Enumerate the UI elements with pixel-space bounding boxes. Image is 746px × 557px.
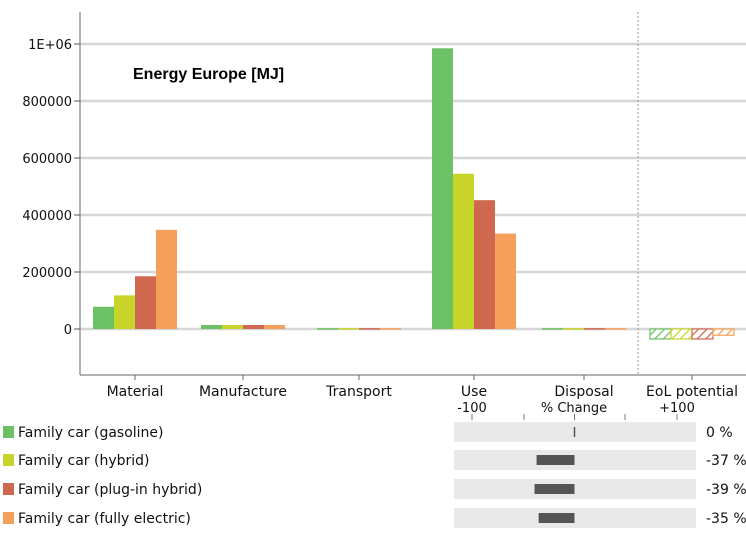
bar-transport-series-1	[338, 328, 359, 330]
bar-transport-series-2	[359, 328, 380, 330]
legend-label: Family car (fully electric)	[18, 511, 191, 527]
bar-material-series-0	[93, 306, 114, 329]
legend-label: Family car (gasoline)	[18, 425, 164, 441]
bar-use-series-1	[453, 173, 474, 329]
legend-swatch	[3, 454, 14, 466]
bar-disposal-series-0	[542, 328, 563, 330]
bar-eol-potential-series-1	[670, 328, 693, 340]
y-tick-label: 800000	[22, 95, 72, 110]
bars	[93, 48, 735, 340]
bar-use-series-3	[495, 233, 516, 329]
bar-manufacture-series-2	[243, 325, 264, 329]
category-label: Use	[461, 384, 487, 400]
change-bar	[538, 513, 575, 523]
change-min-label: -100	[457, 401, 487, 416]
change-value-label: 0 %	[706, 425, 733, 441]
change-row-background	[454, 508, 696, 528]
category-label: Transport	[325, 384, 392, 400]
bar-disposal-series-1	[563, 328, 584, 330]
bar-disposal-series-2	[584, 328, 605, 330]
bar-eol-potential-series-2	[691, 328, 714, 340]
category-labels: Material Manufacture Transport Use Disposal E…	[107, 375, 738, 400]
change-row-background	[454, 450, 696, 470]
bar-eol-potential-series-3	[712, 328, 735, 336]
change-value-label: -37 %	[706, 453, 746, 469]
bar-disposal-series-3	[605, 328, 626, 330]
bar-eol-potential-series-0	[649, 328, 672, 340]
legend-swatch	[3, 483, 14, 495]
category-label: Manufacture	[199, 384, 287, 400]
y-tick-label: 400000	[22, 209, 72, 224]
change-max-label: +100	[659, 401, 695, 416]
category-label: Disposal	[554, 384, 613, 400]
y-axis-ticks: 0 200000 400000 600000 800000 1E+06	[22, 38, 80, 338]
bar-transport-series-3	[380, 328, 401, 330]
bar-manufacture-series-1	[222, 325, 243, 329]
bar-material-series-2	[135, 276, 156, 329]
y-tick-label: 0	[64, 323, 72, 338]
chart-title: Energy Europe [MJ]	[133, 66, 284, 83]
bar-manufacture-series-3	[264, 325, 285, 329]
change-rows: 0 % -37 % -39 % -35 %	[454, 422, 746, 528]
category-label: Material	[107, 384, 164, 400]
bar-use-series-0	[432, 48, 453, 330]
change-value-label: -35 %	[706, 511, 746, 527]
legend-label: Family car (hybrid)	[18, 453, 149, 469]
legend-label: Family car (plug-in hybrid)	[18, 482, 202, 498]
change-row-background	[454, 479, 696, 499]
bar-manufacture-series-0	[201, 325, 222, 329]
change-value-label: -39 %	[706, 482, 746, 498]
legend-swatch	[3, 512, 14, 524]
change-axis-ticks	[471, 414, 678, 420]
bar-material-series-3	[156, 229, 177, 329]
bar-material-series-1	[114, 295, 135, 329]
grid-lines	[80, 42, 746, 331]
legend-swatch	[3, 426, 14, 438]
bar-use-series-2	[474, 200, 495, 329]
y-tick-label: 200000	[22, 266, 72, 281]
change-bar	[534, 484, 575, 494]
change-axis-label: % Change	[541, 401, 607, 416]
y-tick-label: 1E+06	[28, 38, 72, 53]
axes	[79, 12, 746, 376]
bar-transport-series-0	[317, 328, 338, 330]
y-tick-label: 600000	[22, 152, 72, 167]
legend: Family car (gasoline) Family car (hybrid)…	[3, 425, 202, 527]
category-label: EoL potential	[646, 384, 738, 400]
percent-change-panel: -100 % Change +100 0 % -37 % -39 % -35 %	[454, 401, 746, 528]
change-bar	[536, 455, 575, 465]
